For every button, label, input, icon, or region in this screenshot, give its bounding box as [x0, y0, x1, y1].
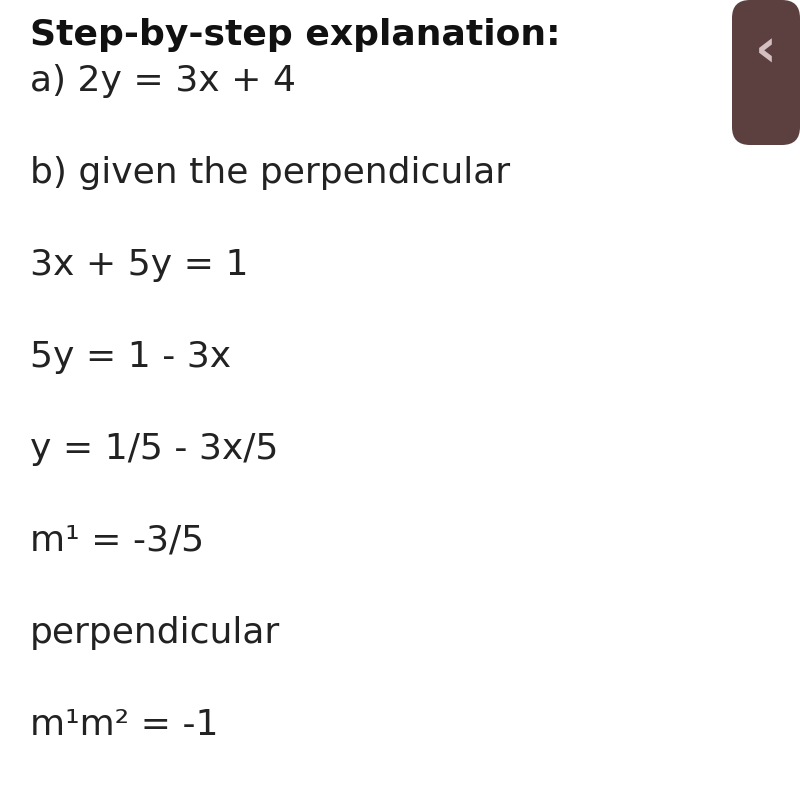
Text: 5y = 1 - 3x: 5y = 1 - 3x: [30, 340, 231, 374]
Text: b) given the perpendicular: b) given the perpendicular: [30, 156, 510, 190]
Text: -3m²/5 = -1: -3m²/5 = -1: [30, 800, 240, 801]
Text: 3x + 5y = 1: 3x + 5y = 1: [30, 248, 249, 282]
Text: m¹ = -3/5: m¹ = -3/5: [30, 524, 204, 558]
Text: Step-by-step explanation:: Step-by-step explanation:: [30, 18, 561, 52]
Text: y = 1/5 - 3x/5: y = 1/5 - 3x/5: [30, 432, 278, 466]
Text: perpendicular: perpendicular: [30, 616, 280, 650]
Text: ‹: ‹: [755, 26, 777, 78]
Text: m¹m² = -1: m¹m² = -1: [30, 708, 218, 742]
FancyBboxPatch shape: [732, 0, 800, 145]
Text: a) 2y = 3x + 4: a) 2y = 3x + 4: [30, 64, 296, 98]
